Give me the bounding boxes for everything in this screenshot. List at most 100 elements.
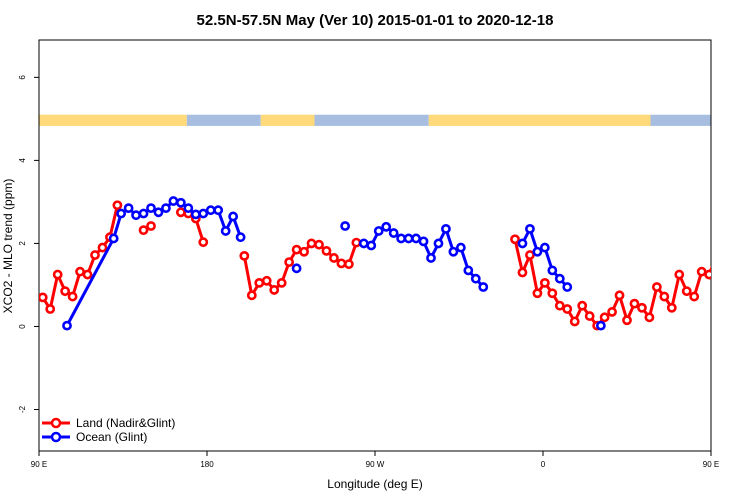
- data-point: [614, 290, 625, 301]
- data-point: [108, 233, 119, 244]
- data-point: [146, 203, 156, 214]
- x-tick-label: 90 E: [31, 460, 47, 469]
- legend-item-land: Land (Nadir&Glint): [42, 416, 175, 430]
- data-point: [112, 200, 123, 211]
- data-point: [269, 285, 280, 295]
- data-point: [321, 245, 332, 256]
- data-point: [426, 253, 436, 263]
- data-point: [510, 234, 520, 245]
- x-tick-label: 180: [200, 460, 214, 469]
- legend-land-marker: [50, 417, 62, 429]
- data-point: [539, 242, 550, 253]
- strip-segment-land: [39, 114, 187, 126]
- data-point: [547, 288, 558, 299]
- plot-series: [39, 196, 748, 331]
- legend: Land (Nadir&Glint) Ocean (Glint): [42, 416, 175, 444]
- data-point: [577, 300, 588, 311]
- y-tick-label: 4: [18, 158, 27, 163]
- data-point: [525, 250, 535, 260]
- data-point: [45, 304, 56, 314]
- data-point: [228, 211, 239, 222]
- data-point: [734, 210, 741, 217]
- x-tick-label: 90 W: [366, 460, 385, 469]
- data-point: [726, 235, 733, 242]
- land-ocean-strip: [39, 114, 711, 126]
- data-point: [138, 225, 149, 236]
- data-point: [276, 277, 287, 288]
- data-point: [539, 277, 550, 288]
- strip-segment-ocean: [186, 114, 261, 126]
- data-point: [52, 269, 63, 280]
- y-axis: -2 0 2 4 6: [18, 75, 39, 413]
- data-point: [554, 300, 565, 311]
- data-point: [82, 269, 93, 280]
- data-point: [666, 302, 677, 313]
- data-point: [373, 226, 384, 236]
- legend-land-label: Land (Nadir&Glint): [76, 416, 175, 430]
- data-point: [291, 244, 302, 255]
- data-point: [213, 205, 224, 216]
- data-point: [704, 269, 711, 280]
- data-point: [403, 233, 414, 244]
- data-point: [607, 307, 617, 317]
- data-point: [366, 240, 377, 251]
- data-point: [254, 277, 265, 288]
- series-line: [513, 238, 711, 328]
- data-point: [532, 288, 543, 299]
- strip-segment-land: [260, 114, 315, 126]
- data-point: [146, 221, 156, 231]
- data-point: [741, 205, 748, 212]
- data-point: [659, 291, 670, 302]
- data-point: [735, 202, 742, 209]
- data-point: [90, 250, 100, 260]
- data-point: [161, 203, 171, 214]
- data-point: [343, 259, 354, 270]
- data-point: [235, 232, 246, 243]
- data-point: [205, 205, 216, 216]
- data-point: [299, 246, 309, 257]
- data-point: [584, 311, 595, 321]
- data-point: [455, 242, 466, 253]
- strip-segment-ocean: [314, 114, 429, 126]
- data-point: [60, 286, 71, 297]
- data-point: [696, 266, 707, 277]
- y-tick-label: 6: [18, 75, 27, 80]
- data-point: [418, 236, 429, 247]
- data-point: [622, 315, 632, 326]
- y-axis-label: XCO2 - MLO trend (ppm): [1, 179, 15, 314]
- data-point: [448, 246, 459, 257]
- data-point: [198, 237, 209, 248]
- data-point: [720, 244, 727, 251]
- data-point: [525, 223, 535, 234]
- data-point: [351, 237, 362, 248]
- data-point: [116, 208, 127, 219]
- data-point: [183, 203, 194, 214]
- data-point: [123, 203, 134, 214]
- y-tick-label: 0: [18, 324, 27, 329]
- x-tick-label: 0: [541, 460, 546, 469]
- data-point: [713, 251, 720, 258]
- data-point: [562, 282, 573, 292]
- data-point: [599, 312, 610, 323]
- data-point: [689, 291, 700, 302]
- data-point: [291, 263, 302, 274]
- series-line: [363, 225, 485, 289]
- data-point: [728, 234, 735, 241]
- data-point: [554, 273, 565, 284]
- data-point: [532, 246, 543, 257]
- data-point: [681, 286, 692, 297]
- series-line: [41, 204, 119, 311]
- strip-segment-land: [428, 114, 651, 126]
- data-point: [198, 208, 209, 219]
- data-point: [75, 266, 85, 277]
- data-point: [433, 238, 444, 249]
- data-point: [175, 197, 186, 208]
- data-point: [97, 242, 108, 253]
- data-point: [411, 233, 421, 244]
- data-point: [396, 233, 407, 244]
- data-point: [441, 223, 451, 234]
- data-point: [62, 320, 72, 331]
- data-point: [517, 238, 528, 249]
- y-tick-label: 2: [18, 241, 27, 246]
